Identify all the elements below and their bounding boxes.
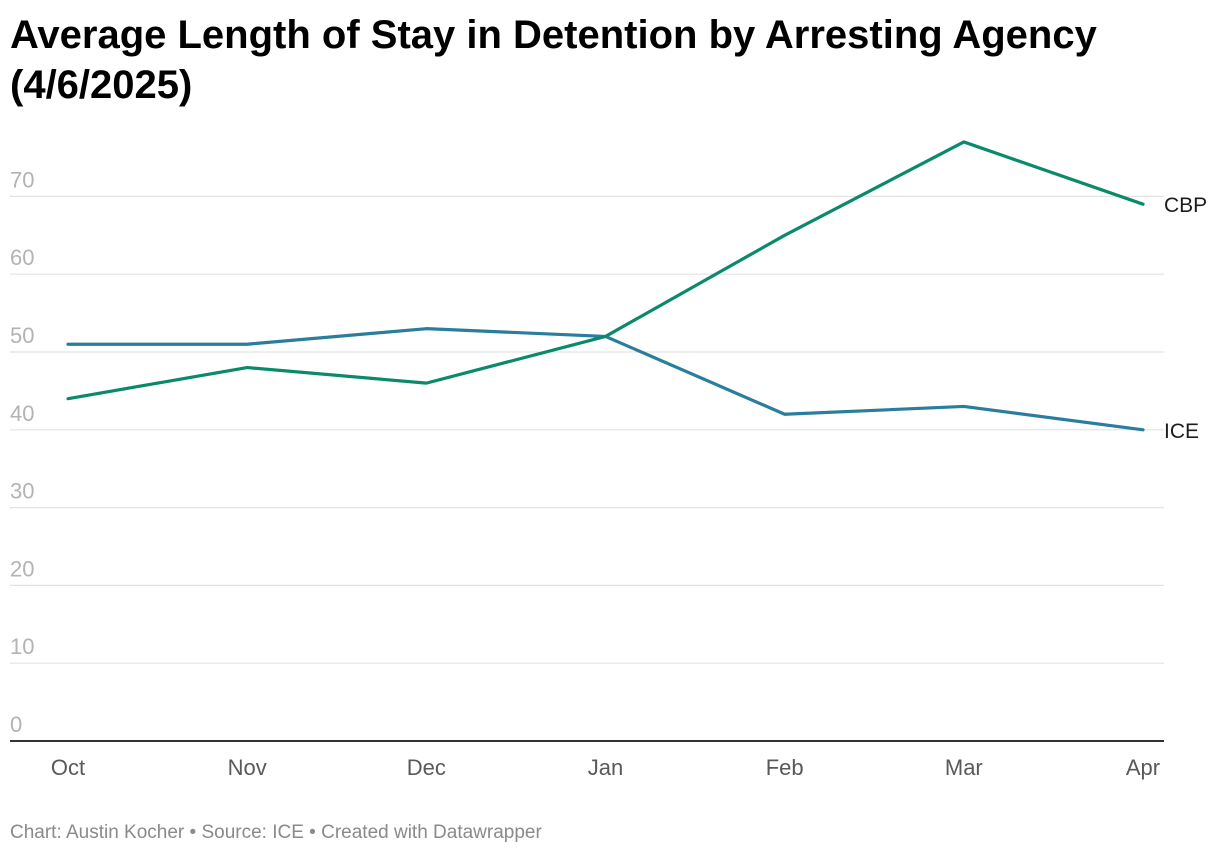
y-tick-label-10: 10: [10, 634, 34, 659]
y-tick-label-30: 30: [10, 479, 34, 504]
y-axis-ticks: 0 10 20 30 40 50 60 70: [10, 167, 34, 737]
series-line-ice: [66, 327, 1145, 432]
series-lines: [66, 140, 1145, 432]
x-axis-ticks: Oct Nov Dec Jan Feb Mar Apr: [51, 755, 1160, 780]
series-labels: ICE CBP: [1164, 194, 1207, 443]
x-tick-label-nov: Nov: [228, 755, 267, 780]
y-tick-label-20: 20: [10, 556, 34, 581]
series-line-cbp: [66, 140, 1145, 401]
x-tick-label-apr: Apr: [1126, 755, 1160, 780]
chart-footer: Chart: Austin Kocher • Source: ICE • Cre…: [10, 822, 542, 843]
x-tick-label-oct: Oct: [51, 755, 85, 780]
y-tick-label-40: 40: [10, 401, 34, 426]
y-tick-label-50: 50: [10, 323, 34, 348]
y-tick-label-70: 70: [10, 167, 34, 192]
chart-title: Average Length of Stay in Detention by A…: [10, 13, 1097, 107]
x-tick-label-mar: Mar: [945, 755, 983, 780]
x-tick-label-jan: Jan: [588, 755, 623, 780]
series-label-ice: ICE: [1164, 420, 1199, 443]
series-label-cbp: CBP: [1164, 194, 1207, 217]
x-tick-label-dec: Dec: [407, 755, 446, 780]
y-tick-label-0: 0: [10, 712, 22, 737]
gridlines: [10, 195, 1164, 742]
y-tick-label-60: 60: [10, 245, 34, 270]
x-tick-label-feb: Feb: [766, 755, 804, 780]
